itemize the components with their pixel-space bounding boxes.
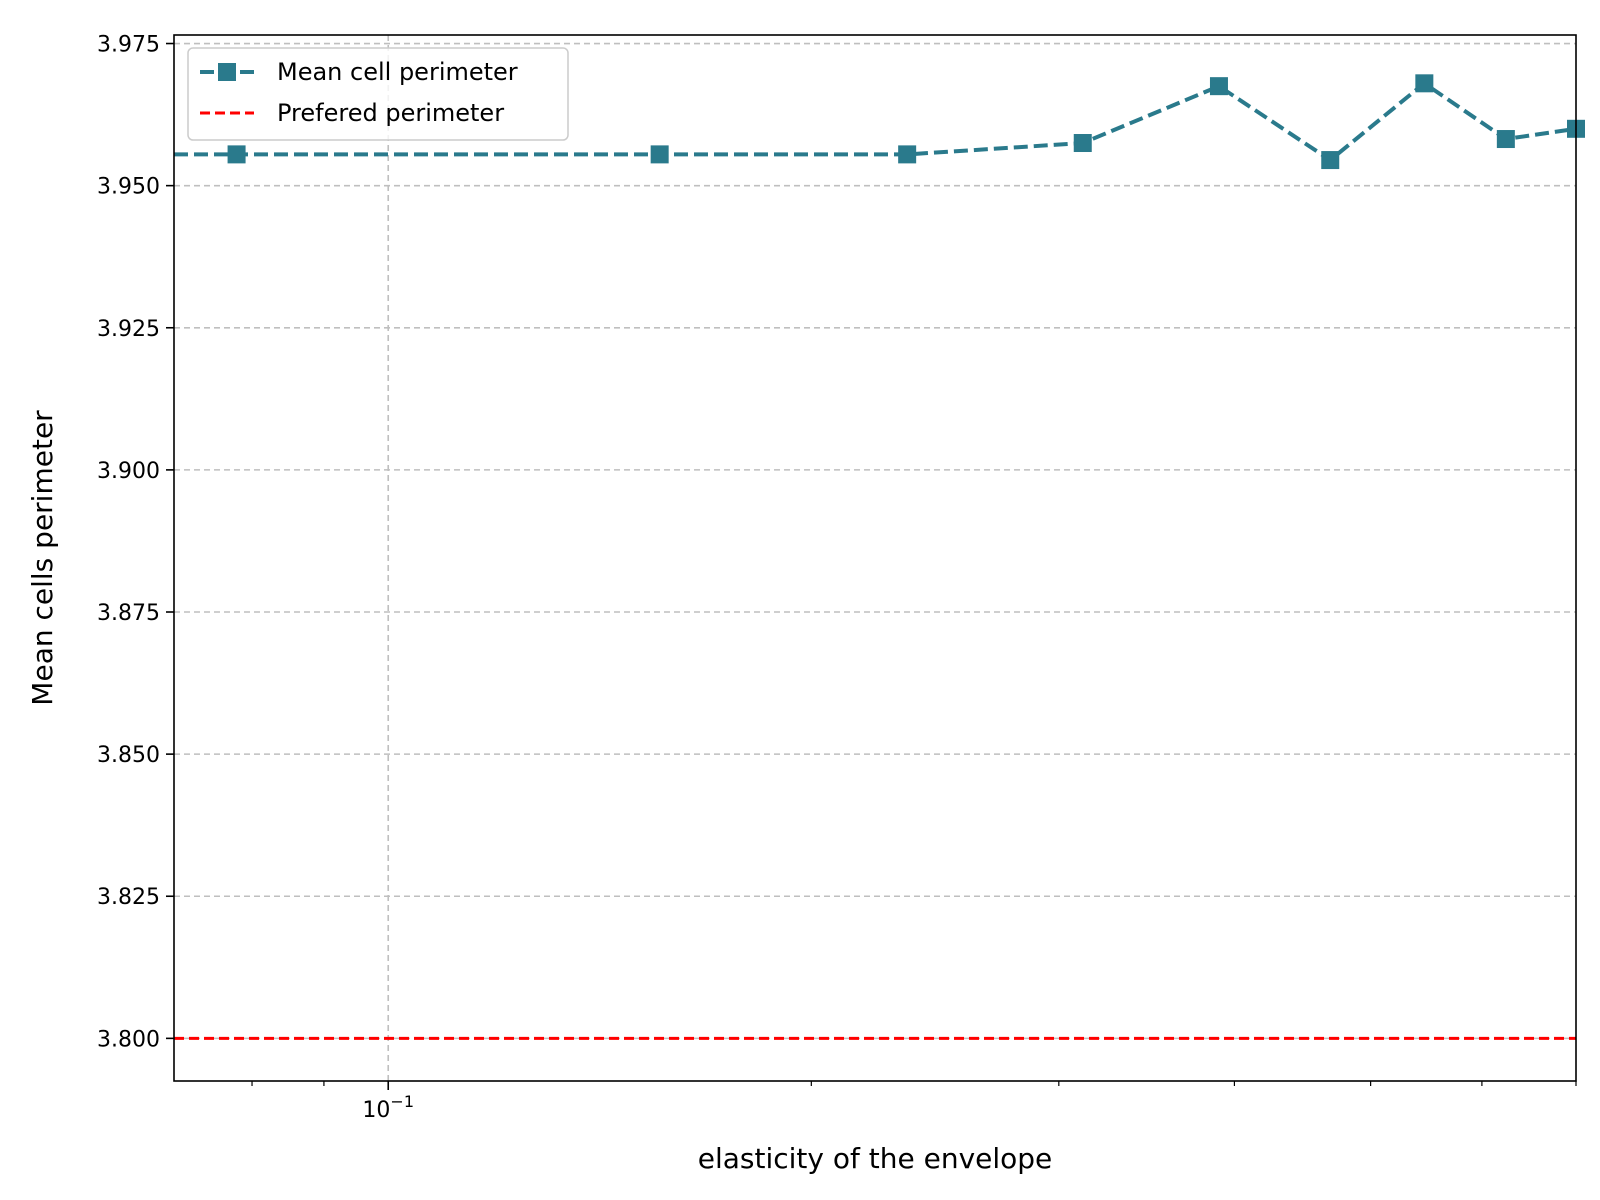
data-point bbox=[1321, 151, 1340, 170]
data-point bbox=[1496, 130, 1515, 149]
x-tick-label-exponent: −1 bbox=[390, 1092, 414, 1111]
y-tick-label: 3.825 bbox=[97, 885, 160, 910]
x-axis-label: elasticity of the envelope bbox=[698, 1142, 1053, 1175]
y-axis: 3.800 3.825 3.850 3.875 3.900 3.925 3.950 3.975 bbox=[97, 33, 174, 1052]
data-point bbox=[1415, 74, 1434, 93]
y-axis-label: Mean cells perimeter bbox=[26, 410, 59, 706]
x-axis: 10−1 bbox=[251, 1081, 1577, 1123]
data-point bbox=[227, 145, 246, 164]
y-tick-label: 3.975 bbox=[97, 33, 160, 58]
legend-label-mean-cell-perimeter: Mean cell perimeter bbox=[277, 58, 518, 86]
y-tick-label: 3.875 bbox=[97, 601, 160, 626]
y-tick-label: 3.800 bbox=[97, 1027, 160, 1052]
legend-marker-mean-cell-perimeter bbox=[218, 63, 236, 81]
data-point bbox=[1073, 134, 1092, 153]
y-tick-label: 3.850 bbox=[97, 743, 160, 768]
data-point bbox=[1209, 77, 1228, 96]
data-point bbox=[898, 145, 917, 164]
y-tick-label: 3.950 bbox=[97, 175, 160, 200]
series-line-mean-cell-perimeter bbox=[174, 81, 1577, 163]
x-tick-label-base: 10 bbox=[362, 1098, 390, 1123]
legend-label-prefered-perimeter: Prefered perimeter bbox=[277, 99, 504, 127]
grid-lines bbox=[174, 35, 1576, 1081]
x-tick-label: 10−1 bbox=[362, 1092, 414, 1123]
y-tick-label: 3.925 bbox=[97, 317, 160, 342]
y-tick-label: 3.900 bbox=[97, 459, 160, 484]
legend: Mean cell perimeter Prefered perimeter bbox=[187, 47, 569, 141]
legend-box bbox=[187, 47, 569, 141]
series-layer bbox=[174, 74, 1585, 170]
data-point bbox=[650, 145, 669, 164]
plot-frame bbox=[173, 34, 1577, 1082]
